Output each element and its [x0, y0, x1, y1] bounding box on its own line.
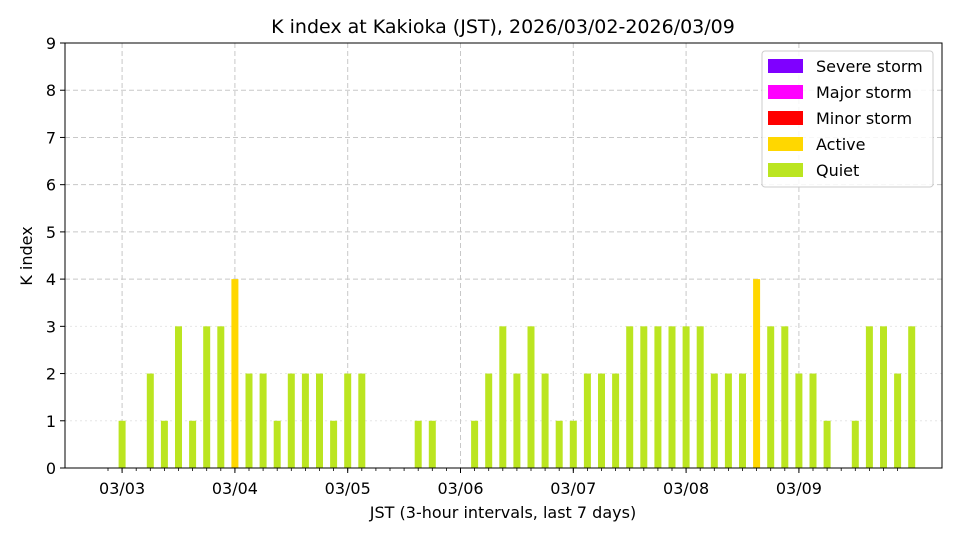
x-axis-title: JST (3-hour intervals, last 7 days) — [369, 503, 636, 522]
legend-label: Active — [816, 135, 866, 154]
k-index-bar — [217, 326, 225, 468]
k-index-bar — [598, 373, 605, 468]
k-index-bar — [485, 373, 493, 468]
x-tick-label: 03/05 — [325, 479, 371, 498]
legend-label: Minor storm — [816, 109, 912, 128]
legend-swatch — [768, 137, 803, 151]
y-tick-label: 8 — [46, 81, 56, 100]
legend-swatch — [768, 163, 803, 177]
k-index-bar — [555, 420, 563, 468]
x-tick-label: 03/06 — [437, 479, 483, 498]
k-index-bar — [724, 373, 732, 468]
k-index-bar — [330, 420, 338, 468]
k-index-bar — [612, 373, 620, 468]
x-tick-label: 03/08 — [663, 479, 709, 498]
k-index-bar — [203, 326, 211, 468]
legend-box — [761, 50, 934, 188]
legend-label: Major storm — [816, 83, 912, 102]
k-index-bar — [189, 420, 197, 468]
y-tick-label: 2 — [46, 365, 56, 384]
y-axis-title: K index — [17, 226, 36, 285]
k-index-bar — [245, 373, 253, 468]
y-axis: 0 1 2 3 4 5 6 7 8 9 — [46, 34, 65, 478]
k-index-bar — [640, 326, 648, 468]
y-tick-label: 6 — [46, 176, 56, 195]
y-tick-label: 0 — [46, 459, 56, 478]
k-index-bar — [781, 326, 789, 468]
k-index-bar — [668, 326, 676, 468]
x-axis: 03/03 03/04 03/05 03/06 03/07 03/08 03/09 — [99, 468, 898, 498]
k-index-bar — [739, 373, 746, 468]
x-tick-label: 03/09 — [776, 479, 822, 498]
k-index-bar — [865, 326, 873, 468]
k-index-bar — [301, 373, 309, 468]
k-index-bar — [851, 420, 859, 468]
k-index-bar — [259, 373, 267, 468]
k-index-bar — [823, 420, 831, 468]
k-index-bar — [795, 373, 803, 468]
k-index-bar — [880, 326, 887, 468]
k-index-bar — [527, 326, 535, 468]
k-index-bar — [231, 279, 239, 468]
legend: Severe storm Major storm Minor storm Active… — [761, 50, 934, 188]
k-index-bar — [118, 420, 126, 468]
legend-label: Quiet — [816, 161, 859, 180]
x-tick-label: 03/04 — [212, 479, 258, 498]
k-index-bar — [626, 326, 634, 468]
k-index-bar — [414, 420, 422, 468]
k-index-bar — [358, 373, 366, 468]
k-index-bar — [160, 420, 168, 468]
k-index-bar — [499, 326, 507, 468]
bars — [118, 279, 916, 468]
chart-title: K index at Kakioka (JST), 2026/03/02-202… — [271, 16, 735, 38]
k-index-bar — [682, 326, 690, 468]
k-index-bar — [654, 326, 662, 468]
k-index-bar — [175, 326, 182, 468]
k-index-bar — [753, 279, 761, 468]
k-index-bar — [894, 373, 902, 468]
legend-swatch — [768, 85, 803, 99]
k-index-bar — [471, 420, 479, 468]
k-index-bar — [696, 326, 704, 468]
k-index-bar — [273, 420, 281, 468]
y-tick-label: 4 — [46, 270, 56, 289]
y-tick-label: 7 — [46, 128, 56, 147]
k-index-bar — [809, 373, 817, 468]
k-index-bar — [428, 420, 436, 468]
k-index-bar — [541, 373, 549, 468]
k-index-bar — [908, 326, 916, 468]
legend-label: Severe storm — [816, 57, 923, 76]
y-tick-label: 3 — [46, 317, 56, 336]
y-tick-label: 5 — [46, 223, 56, 242]
y-tick-label: 9 — [46, 34, 56, 53]
k-index-bar — [146, 373, 154, 468]
k-index-bar — [710, 373, 718, 468]
x-tick-label: 03/07 — [550, 479, 596, 498]
k-index-bar — [513, 373, 521, 468]
k-index-bar — [569, 420, 577, 468]
y-tick-label: 1 — [46, 412, 56, 431]
k-index-bar — [344, 373, 352, 468]
x-tick-label: 03/03 — [99, 479, 145, 498]
legend-swatch — [768, 59, 803, 73]
k-index-bar — [767, 326, 775, 468]
legend-swatch — [768, 111, 803, 125]
plot-frame — [64, 42, 943, 469]
k-index-bar — [583, 373, 591, 468]
k-index-bar — [316, 373, 323, 468]
k-index-bar — [287, 373, 295, 468]
